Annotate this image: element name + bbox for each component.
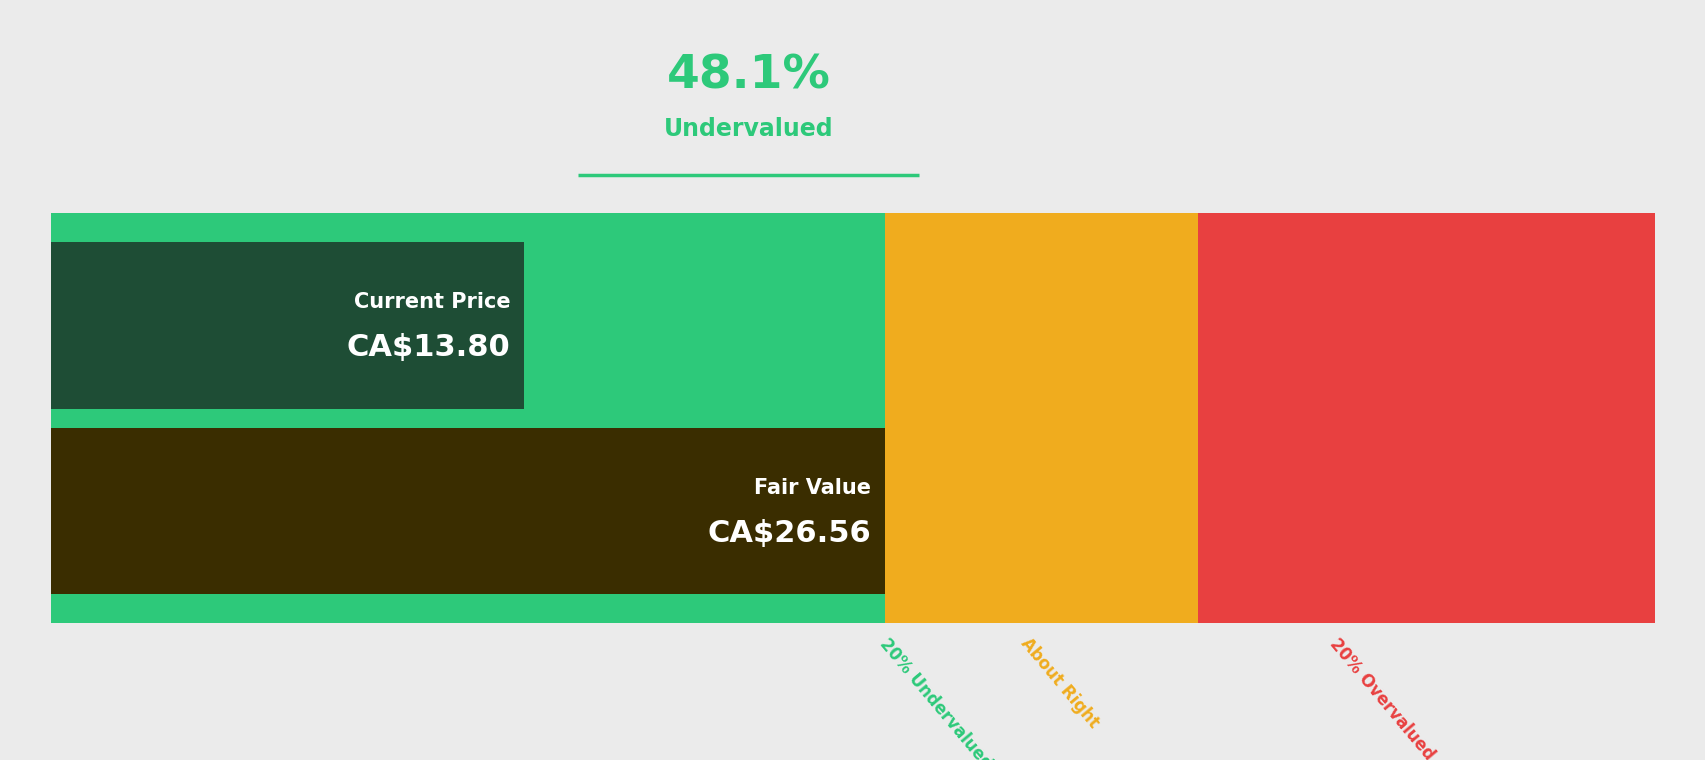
Bar	[885, 213, 1197, 623]
Text: 48.1%: 48.1%	[667, 53, 830, 99]
Text: About Right: About Right	[1016, 635, 1101, 732]
Text: Current Price: Current Price	[353, 293, 510, 312]
Text: CA$13.80: CA$13.80	[346, 334, 510, 363]
Text: Undervalued: Undervalued	[663, 117, 834, 141]
Text: Fair Value: Fair Value	[754, 478, 871, 498]
Bar	[51, 242, 523, 409]
Bar	[1197, 213, 1654, 623]
Bar	[51, 428, 885, 594]
Bar	[51, 213, 885, 623]
Text: 20% Overvalued: 20% Overvalued	[1325, 635, 1437, 760]
Text: 20% Undervalued: 20% Undervalued	[876, 635, 996, 760]
Text: CA$26.56: CA$26.56	[708, 519, 871, 548]
